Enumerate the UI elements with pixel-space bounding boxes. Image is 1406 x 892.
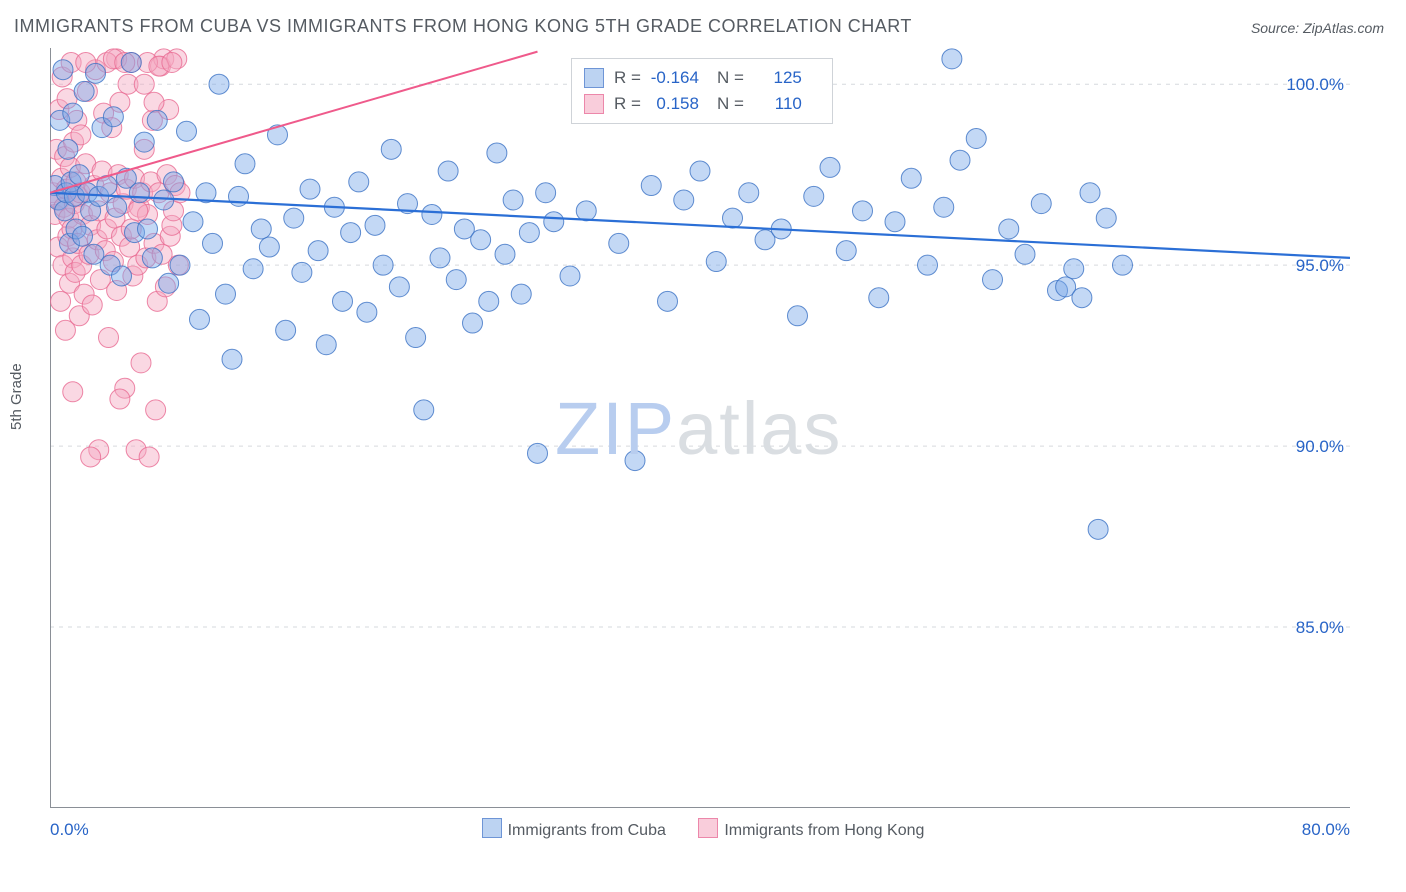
legend-label: Immigrants from Cuba (508, 822, 666, 839)
svg-text:100.0%: 100.0% (1286, 75, 1344, 94)
stat-r-value: -0.164 (645, 68, 699, 88)
stat-n-label: N = (717, 68, 744, 88)
stat-n-label: N = (717, 94, 744, 114)
svg-text:90.0%: 90.0% (1296, 437, 1344, 456)
source-attribution: Source: ZipAtlas.com (1251, 20, 1384, 36)
y-axis-label: 5th Grade (8, 363, 25, 430)
scatter-plot: 85.0% 90.0% 95.0% 100.0% (50, 48, 1350, 808)
legend-swatch-icon (482, 818, 502, 838)
plot-svg: 85.0% 90.0% 95.0% 100.0% (50, 48, 1350, 808)
stat-n-value: 125 (748, 68, 802, 88)
svg-text:85.0%: 85.0% (1296, 618, 1344, 637)
legend-swatch-icon (698, 818, 718, 838)
svg-text:95.0%: 95.0% (1296, 256, 1344, 275)
stat-r-label: R = (614, 68, 641, 88)
legend-item-cuba: Immigrants from Cuba (482, 822, 671, 839)
legend-label: Immigrants from Hong Kong (724, 822, 924, 839)
stat-row-hk: R = 0.158 N = 110 (584, 91, 820, 117)
bottom-legend: Immigrants from Cuba Immigrants from Hon… (0, 818, 1406, 840)
source-label: Source: (1251, 20, 1303, 36)
chart-title: IMMIGRANTS FROM CUBA VS IMMIGRANTS FROM … (14, 16, 912, 37)
stat-r-label: R = (614, 94, 641, 114)
stats-legend-box: R = -0.164 N = 125 R = 0.158 N = 110 (571, 58, 833, 124)
stat-r-value: 0.158 (645, 94, 699, 114)
legend-item-hk: Immigrants from Hong Kong (698, 822, 924, 839)
legend-swatch-icon (584, 68, 604, 88)
source-name: ZipAtlas.com (1303, 20, 1384, 36)
stat-n-value: 110 (748, 94, 802, 114)
legend-swatch-icon (584, 94, 604, 114)
stat-row-cuba: R = -0.164 N = 125 (584, 65, 820, 91)
